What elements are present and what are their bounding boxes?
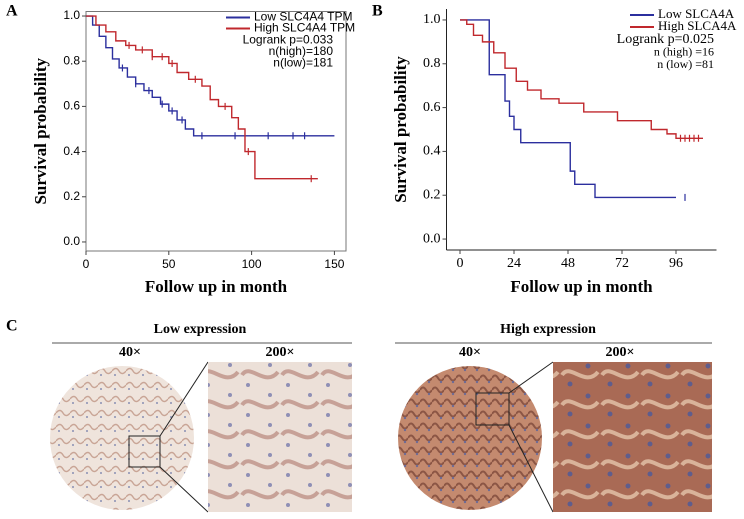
magnification: 200× <box>266 345 295 360</box>
y-axis-label: Survival probability <box>31 57 50 204</box>
legend-label: Low SLC4A4 TPM <box>254 10 353 24</box>
survival-curve <box>86 15 318 180</box>
tissue-core <box>50 366 194 510</box>
y-axis-label: Survival probability <box>391 56 410 203</box>
annotation: n (high) =16 <box>654 44 714 58</box>
legend-label: High SLC4A4 TPM <box>254 21 355 35</box>
tissue-zoom <box>553 362 712 512</box>
zoom-box <box>475 392 510 426</box>
magnification: 200× <box>606 345 635 360</box>
y-tick-label: 0.4 <box>423 144 441 159</box>
annotation: n(low)=181 <box>273 56 333 70</box>
x-tick-label: 48 <box>561 256 575 271</box>
survival-curve <box>86 15 335 137</box>
group-title: Low expression <box>154 322 247 337</box>
legend-label: Low SLCA4A <box>658 6 735 21</box>
x-tick-label: 50 <box>162 257 176 271</box>
x-tick-label: 24 <box>507 256 521 271</box>
zoom-line <box>508 361 554 394</box>
legend-label: High SLCA4A <box>658 18 737 33</box>
panel-c: C Low expression 40× 200× High expressio… <box>6 318 712 513</box>
y-tick-label: 1.0 <box>423 12 441 27</box>
x-tick-label: 0 <box>83 257 90 271</box>
y-tick-label: 0.0 <box>423 231 441 246</box>
y-tick-label: 0.8 <box>63 53 80 67</box>
zoom-box <box>128 435 161 468</box>
zoom-line <box>159 466 209 513</box>
magnification: 40× <box>459 345 481 360</box>
y-tick-label: 0.2 <box>423 187 441 202</box>
survival-curve <box>460 19 703 139</box>
zoom-line <box>508 424 554 513</box>
panel-label: A <box>6 3 18 20</box>
x-tick-label: 96 <box>669 256 683 271</box>
group-title: High expression <box>500 322 596 337</box>
panel-label: B <box>372 3 383 20</box>
y-tick-label: 0.6 <box>423 100 441 115</box>
y-tick-label: 0.2 <box>63 189 80 203</box>
annotation: n (low) =81 <box>657 57 714 71</box>
magnification: 40× <box>119 345 141 360</box>
x-axis-label: Follow up in month <box>145 277 288 296</box>
x-tick-label: 150 <box>324 257 344 271</box>
y-tick-label: 0.0 <box>63 234 80 248</box>
survival-curve <box>460 19 676 199</box>
annotation: n(high)=180 <box>269 44 334 58</box>
tissue-core <box>398 366 542 510</box>
y-tick-label: 0.4 <box>63 144 80 158</box>
y-tick-label: 1.0 <box>63 8 80 22</box>
annotation: Logrank p=0.033 <box>243 33 334 47</box>
zoom-line <box>159 361 209 437</box>
plot-frame <box>85 11 347 252</box>
x-axis-label: Follow up in month <box>510 277 653 296</box>
x-tick-label: 0 <box>457 256 464 271</box>
x-tick-label: 100 <box>242 257 262 271</box>
panel-label: C <box>6 318 18 335</box>
x-tick-label: 72 <box>615 256 629 271</box>
y-tick-label: 0.6 <box>63 99 80 113</box>
tissue-zoom <box>208 362 352 512</box>
y-tick-label: 0.8 <box>423 56 441 71</box>
annotation: Logrank p=0.025 <box>617 32 714 47</box>
